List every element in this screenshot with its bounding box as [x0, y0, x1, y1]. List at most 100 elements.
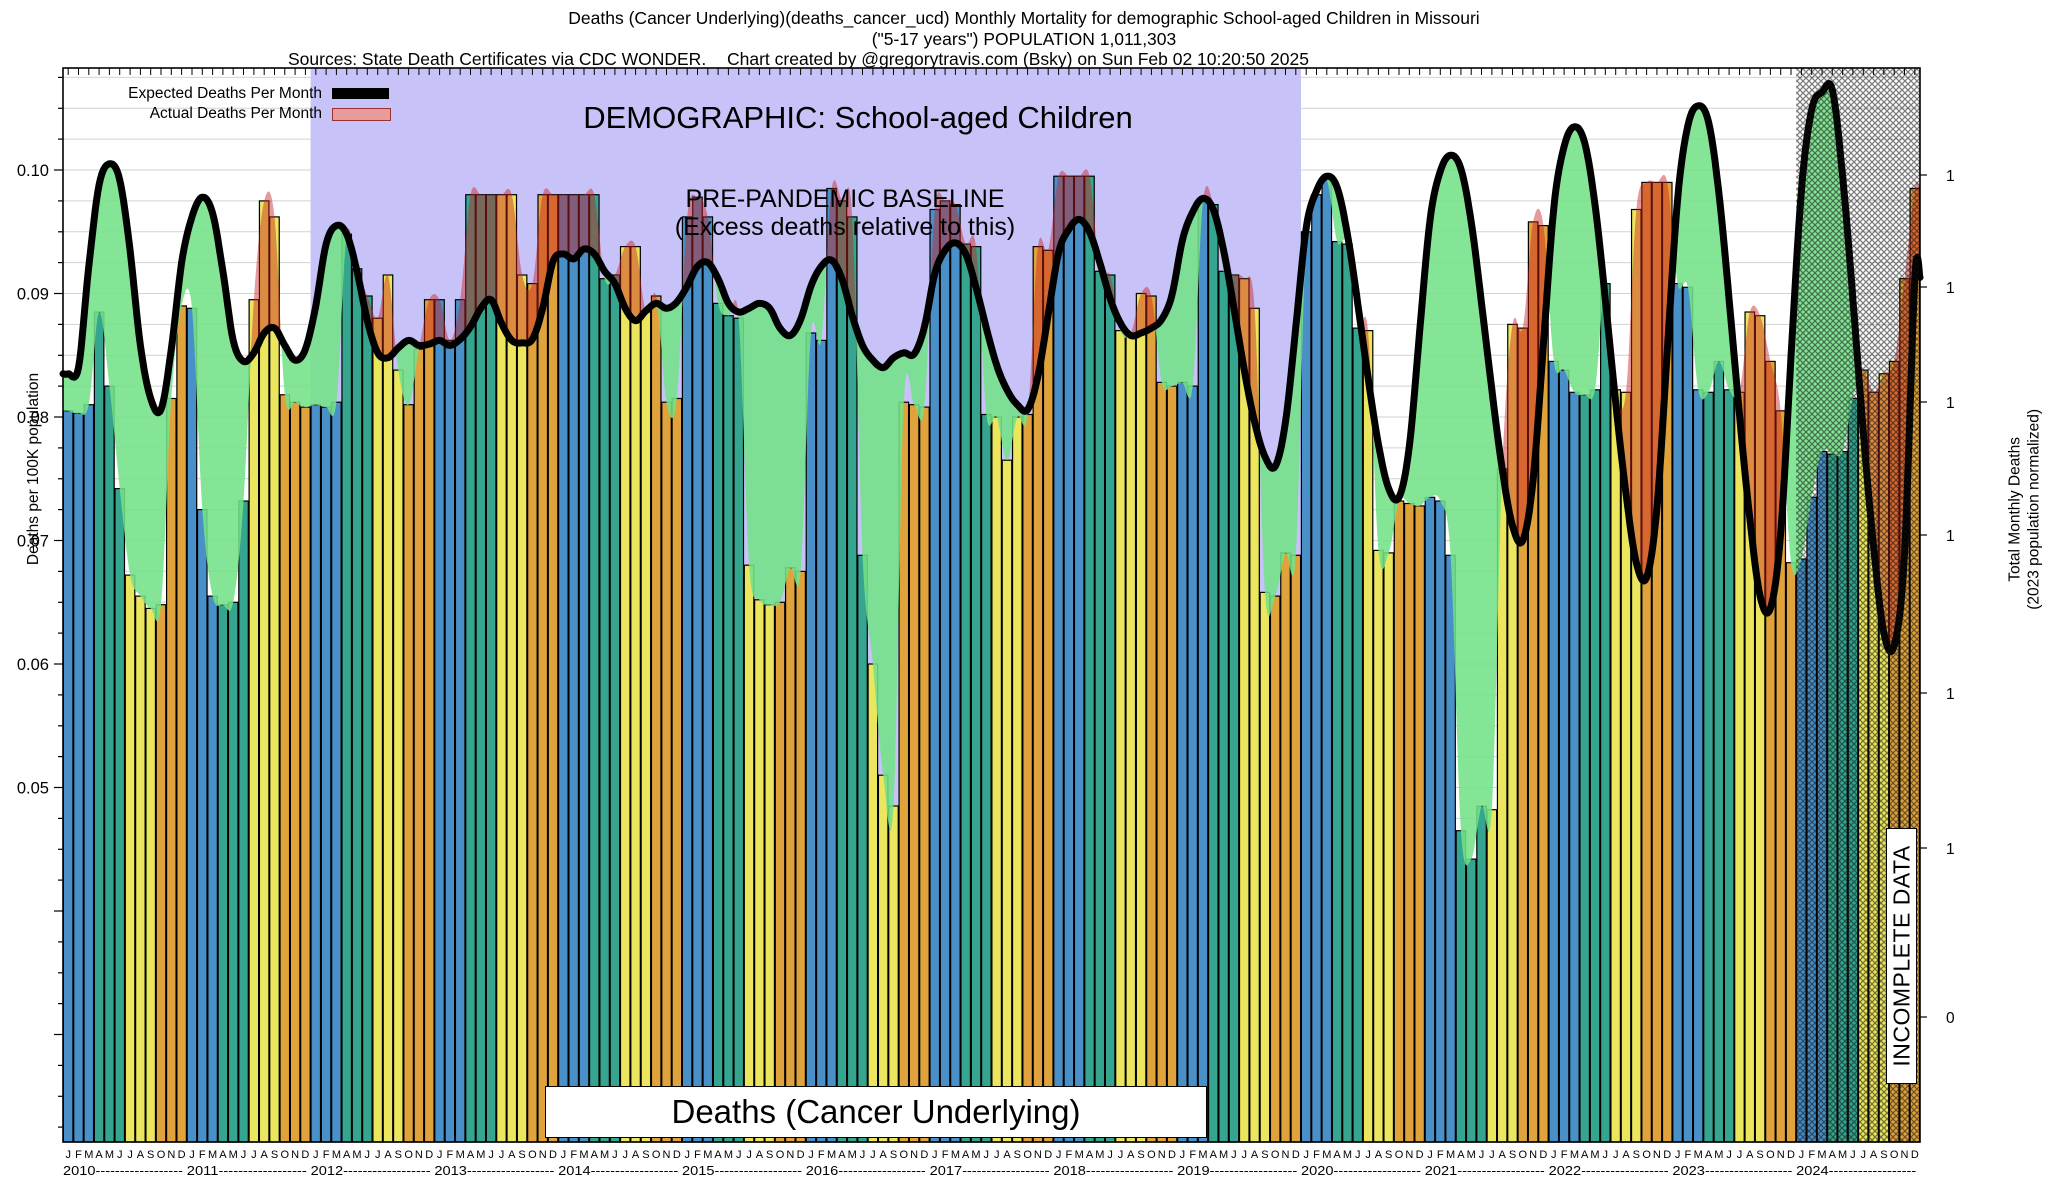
- svg-text:S: S: [1385, 1149, 1392, 1161]
- svg-text:A: A: [1375, 1149, 1383, 1161]
- svg-text:A: A: [1870, 1149, 1878, 1161]
- svg-text:O: O: [776, 1149, 785, 1161]
- svg-text:J: J: [1355, 1149, 1361, 1161]
- svg-text:N: N: [663, 1149, 671, 1161]
- svg-text:J: J: [1726, 1149, 1732, 1161]
- svg-text:2012------------------: 2012------------------: [311, 1164, 431, 1178]
- svg-text:A: A: [95, 1149, 103, 1161]
- svg-text:0: 0: [1946, 1010, 1955, 1027]
- svg-text:D: D: [301, 1149, 309, 1161]
- svg-text:M: M: [951, 1149, 960, 1161]
- svg-text:A: A: [137, 1149, 145, 1161]
- svg-text:J: J: [736, 1149, 742, 1161]
- svg-text:J: J: [488, 1149, 494, 1161]
- legend-row-actual: Actual Deaths Per Month: [90, 104, 391, 124]
- svg-text:M: M: [703, 1149, 712, 1161]
- svg-text:N: N: [1901, 1149, 1909, 1161]
- svg-text:F: F: [694, 1149, 701, 1161]
- svg-text:J: J: [1303, 1149, 1309, 1161]
- svg-text:1: 1: [1946, 280, 1955, 297]
- chart-title-line2: ("5-17 years") POPULATION 1,011,303: [871, 28, 1177, 49]
- legend-actual-label: Actual Deaths Per Month: [149, 105, 322, 122]
- svg-text:M: M: [1095, 1149, 1104, 1161]
- svg-text:J: J: [1489, 1149, 1495, 1161]
- svg-text:J: J: [1613, 1149, 1619, 1161]
- svg-text:A: A: [1746, 1149, 1754, 1161]
- svg-text:A: A: [1499, 1149, 1507, 1161]
- svg-text:O: O: [1271, 1149, 1280, 1161]
- svg-text:2015------------------: 2015------------------: [682, 1164, 802, 1178]
- svg-text:J: J: [241, 1149, 247, 1161]
- svg-text:F: F: [942, 1149, 949, 1161]
- svg-text:N: N: [786, 1149, 794, 1161]
- svg-text:N: N: [1158, 1149, 1166, 1161]
- svg-text:A: A: [714, 1149, 722, 1161]
- svg-text:O: O: [1395, 1149, 1404, 1161]
- svg-text:N: N: [1282, 1149, 1290, 1161]
- svg-text:J: J: [499, 1149, 505, 1161]
- svg-text:A: A: [343, 1149, 351, 1161]
- svg-text:J: J: [1107, 1149, 1113, 1161]
- svg-text:S: S: [1014, 1149, 1021, 1161]
- svg-text:S: S: [518, 1149, 525, 1161]
- svg-text:J: J: [612, 1149, 618, 1161]
- demographic-banner: DEMOGRAPHIC: School-aged Children: [583, 100, 1133, 135]
- svg-text:M: M: [1817, 1149, 1826, 1161]
- svg-text:J: J: [1231, 1149, 1237, 1161]
- right-axis-title: Total Monthly Deaths (2023 population no…: [2006, 379, 2045, 639]
- svg-text:N: N: [1777, 1149, 1785, 1161]
- svg-text:F: F: [570, 1149, 577, 1161]
- svg-text:O: O: [404, 1149, 413, 1161]
- svg-text:D: D: [1044, 1149, 1052, 1161]
- svg-text:2014------------------: 2014------------------: [558, 1164, 678, 1178]
- svg-text:M: M: [1219, 1149, 1228, 1161]
- svg-text:O: O: [157, 1149, 166, 1161]
- svg-text:2024------------------: 2024------------------: [1796, 1164, 1916, 1178]
- svg-text:J: J: [1427, 1149, 1433, 1161]
- svg-text:A: A: [384, 1149, 392, 1161]
- svg-text:A: A: [1003, 1149, 1011, 1161]
- svg-text:A: A: [467, 1149, 475, 1161]
- svg-text:2010------------------: 2010------------------: [63, 1164, 183, 1178]
- svg-text:A: A: [1333, 1149, 1341, 1161]
- svg-text:J: J: [127, 1149, 133, 1161]
- svg-text:J: J: [684, 1149, 690, 1161]
- svg-text:J: J: [1365, 1149, 1371, 1161]
- svg-text:S: S: [1137, 1149, 1144, 1161]
- svg-text:J: J: [365, 1149, 371, 1161]
- svg-text:A: A: [1705, 1149, 1713, 1161]
- svg-text:O: O: [1023, 1149, 1032, 1161]
- svg-text:O: O: [528, 1149, 537, 1161]
- svg-text:2023------------------: 2023------------------: [1672, 1164, 1792, 1178]
- svg-text:A: A: [1622, 1149, 1630, 1161]
- svg-text:A: A: [261, 1149, 269, 1161]
- svg-text:J: J: [808, 1149, 814, 1161]
- svg-text:A: A: [508, 1149, 516, 1161]
- svg-text:1: 1: [1946, 528, 1955, 545]
- svg-text:J: J: [984, 1149, 990, 1161]
- svg-text:A: A: [756, 1149, 764, 1161]
- svg-text:O: O: [281, 1149, 290, 1161]
- svg-text:D: D: [1787, 1149, 1795, 1161]
- svg-text:J: J: [932, 1149, 938, 1161]
- svg-text:M: M: [332, 1149, 341, 1161]
- svg-text:A: A: [591, 1149, 599, 1161]
- left-axis-title: Deaths per 100K population: [25, 372, 42, 566]
- credit-text: Chart created by @gregorytravis.com (Bsk…: [727, 49, 1309, 69]
- svg-text:J: J: [860, 1149, 866, 1161]
- svg-text:A: A: [219, 1149, 227, 1161]
- svg-text:J: J: [561, 1149, 567, 1161]
- svg-text:1: 1: [1946, 686, 1955, 703]
- svg-text:0.10: 0.10: [17, 162, 49, 180]
- metric-label: Deaths (Cancer Underlying): [671, 1093, 1081, 1130]
- svg-text:M: M: [352, 1149, 361, 1161]
- svg-text:O: O: [1519, 1149, 1528, 1161]
- right-axis-title-line2: (2023 population normalized): [2026, 408, 2043, 610]
- svg-text:M: M: [1590, 1149, 1599, 1161]
- metric-label-box: Deaths (Cancer Underlying): [545, 1086, 1207, 1138]
- svg-text:S: S: [890, 1149, 897, 1161]
- svg-text:0.09: 0.09: [17, 286, 49, 304]
- svg-text:F: F: [1808, 1149, 1815, 1161]
- svg-text:M: M: [1446, 1149, 1455, 1161]
